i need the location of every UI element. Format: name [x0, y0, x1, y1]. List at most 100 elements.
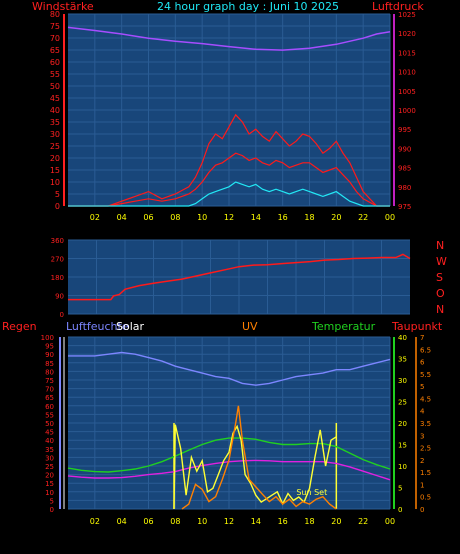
regen-tick-label: 25	[45, 463, 54, 471]
compass-label: N	[436, 239, 444, 252]
gust-line	[68, 113, 390, 207]
pressure-tick-label: 1025	[398, 11, 416, 19]
wind-tick-label: 55	[50, 70, 60, 79]
solar-line	[173, 424, 337, 510]
uv-line	[181, 405, 337, 510]
x-tick-label: 10	[197, 517, 207, 526]
pressure-tick-label: 985	[398, 165, 411, 173]
regen-tick-label: 10	[45, 489, 54, 497]
pressure-tick-label: 990	[398, 145, 411, 153]
regen-tick-label: 55	[45, 411, 54, 419]
x-tick-label: 10	[197, 213, 207, 222]
wind-tick-label: 75	[50, 22, 60, 31]
humidity-line	[68, 351, 391, 386]
dewpoint-tick-label: 1.5	[420, 469, 431, 477]
wind-series	[67, 26, 391, 207]
solar-label: Solar	[116, 320, 145, 333]
dewpoint-axis-title: Taupunkt	[391, 320, 443, 333]
pressure-tick-label: 1005	[398, 88, 416, 96]
regen-tick-label: 35	[45, 446, 54, 454]
regen-tick-label: 40	[45, 437, 54, 445]
pressure-tick-label: 980	[398, 184, 411, 192]
regen-tick-label: 85	[45, 360, 54, 368]
x-tick-label: 16	[278, 213, 288, 222]
direction-line	[68, 253, 411, 301]
pressure-tick-label: 1000	[398, 107, 416, 115]
wind-tick-label: 0	[55, 202, 60, 211]
direction-tick-label: 180	[51, 274, 64, 282]
x-tick-label: 04	[117, 517, 127, 526]
temperature-axis-ticks: 0 5 10 15 20 25 30 35 40	[393, 334, 407, 514]
weather-series	[67, 351, 391, 510]
x-tick-label: 08	[170, 213, 180, 222]
humidity-axis-title: Luftfeuchte	[66, 320, 129, 333]
dewpoint-tick-label: 0	[420, 506, 424, 514]
regen-tick-label: 100	[41, 334, 54, 342]
dewpoint-tick-label: 2.5	[420, 445, 431, 453]
x-tick-label: 20	[331, 213, 341, 222]
regen-tick-label: 75	[45, 377, 54, 385]
x-tick-label: 12	[224, 517, 234, 526]
x-tick-label: 06	[143, 517, 153, 526]
wind-tick-label: 5	[55, 190, 60, 199]
regen-tick-label: 45	[45, 429, 54, 437]
x-tick-label: 06	[143, 213, 153, 222]
x-tick-label: 22	[358, 213, 368, 222]
temperature-tick-label: 30	[398, 377, 407, 385]
wind-tick-label: 65	[50, 46, 60, 55]
x-tick-label: 18	[304, 517, 314, 526]
dewpoint-axis-ticks: 0 0.5 1 1.5 2 2.5 3 3.5 4 4.5 5 5.5 6 6.5 7	[415, 334, 431, 514]
temperature-tick-label: 25	[398, 399, 407, 407]
wind-tick-label: 70	[50, 34, 60, 43]
x-tick-label: 14	[251, 213, 261, 222]
dewpoint-tick-label: 3	[420, 432, 424, 440]
x-tick-label: 02	[90, 213, 100, 222]
wind-tick-label: 15	[50, 166, 60, 175]
wind-tick-label: 50	[50, 82, 60, 91]
temperature-line	[67, 437, 391, 473]
x-tick-label: 00	[385, 517, 395, 526]
wind-tick-label: 40	[50, 106, 60, 115]
temperature-axis-title: Temperatur	[311, 320, 376, 333]
x-tick-label: 12	[224, 213, 234, 222]
x-tick-label: 22	[358, 517, 368, 526]
regen-tick-label: 65	[45, 394, 54, 402]
x-tick-label: 00	[385, 213, 395, 222]
regen-tick-label: 60	[45, 403, 54, 411]
pressure-tick-label: 995	[398, 126, 411, 134]
direction-tick-label: 0	[60, 311, 64, 319]
dewpoint-tick-label: 5	[420, 383, 424, 391]
direction-tick-label: 360	[51, 237, 64, 245]
regen-tick-label: 90	[45, 351, 54, 359]
avg_wind-line	[68, 181, 390, 207]
x-tick-label: 20	[331, 517, 341, 526]
direction-tick-label: 270	[51, 256, 64, 264]
compass-label: O	[436, 287, 445, 300]
dewpoint-tick-label: 3.5	[420, 420, 431, 428]
wind-tick-label: 35	[50, 118, 60, 127]
pressure-tick-label: 1015	[398, 49, 416, 57]
wind-tick-label: 60	[50, 58, 60, 67]
dewpoint-tick-label: 1	[420, 481, 424, 489]
wind-tick-label: 25	[50, 142, 60, 151]
wind-tick-label: 80	[50, 10, 60, 19]
wind-line	[68, 152, 390, 207]
wind-tick-label: 10	[50, 178, 60, 187]
compass-label: S	[436, 271, 443, 284]
direction-axis-ticks: 0 90 180 270 360	[51, 237, 64, 319]
wind-tick-label: 20	[50, 154, 60, 163]
regen-tick-label: 95	[45, 343, 54, 351]
dewpoint-tick-label: 6	[420, 359, 425, 367]
pressure-tick-label: 1020	[398, 30, 416, 38]
regen-tick-label: 80	[45, 368, 54, 376]
direction-series	[68, 253, 411, 301]
wind-panel-grid	[68, 13, 391, 207]
regen-tick-label: 15	[45, 480, 54, 488]
pressure-line	[67, 26, 391, 51]
compass-label: N	[436, 303, 444, 316]
regen-tick-label: 50	[45, 420, 54, 428]
dewpoint-tick-label: 4	[420, 408, 425, 416]
dewpoint-tick-label: 7	[420, 334, 424, 342]
x-tick-label: 18	[304, 213, 314, 222]
